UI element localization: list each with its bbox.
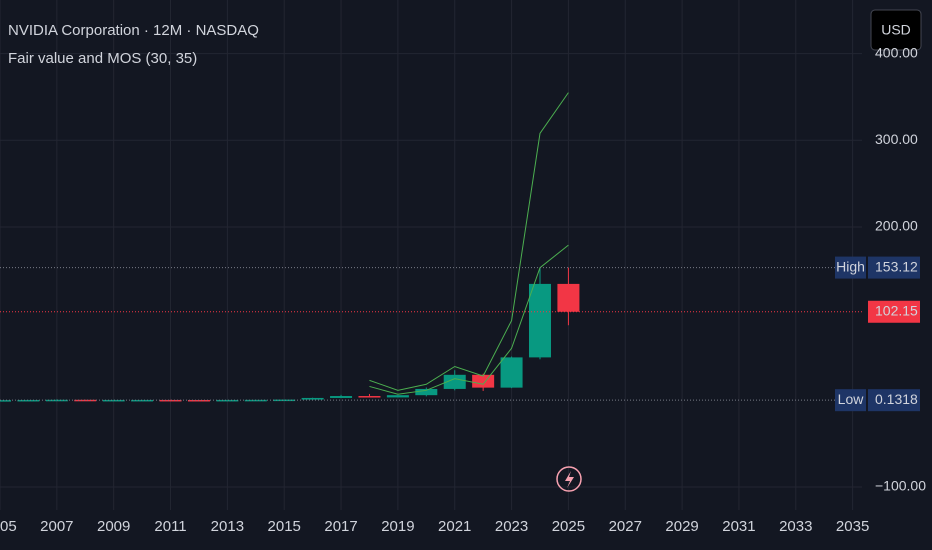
candle-body xyxy=(301,397,324,400)
fair-value-line xyxy=(369,244,569,395)
marker-value-box xyxy=(868,256,920,279)
marker-value-box xyxy=(868,389,920,412)
x-tick-label: 2021 xyxy=(438,518,471,535)
candle-body xyxy=(472,374,495,388)
x-tick-label: 2035 xyxy=(836,518,869,535)
y-tick-label: 300.00 xyxy=(875,131,918,147)
candle-body xyxy=(500,357,523,388)
marker-name: High xyxy=(836,258,865,274)
candle-body xyxy=(216,399,239,402)
candle-body xyxy=(74,399,97,402)
x-tick-label: 2007 xyxy=(40,518,73,535)
candle-body xyxy=(415,388,438,396)
marker-name: Low xyxy=(838,391,865,407)
grid xyxy=(0,0,862,510)
candle-body xyxy=(273,399,296,402)
overlay: High 153.12 Low 0.1318 102.15 xyxy=(0,256,920,412)
y-tick-label: −100.00 xyxy=(875,478,926,494)
x-tick-label: 2009 xyxy=(97,518,130,535)
x-tick-label: 2015 xyxy=(268,518,301,535)
candle-body xyxy=(443,374,466,389)
candle-body xyxy=(386,395,409,398)
x-tick-label: 2031 xyxy=(722,518,755,535)
candle-body xyxy=(17,399,40,402)
currency-button[interactable] xyxy=(870,9,922,51)
candle-body xyxy=(159,399,182,402)
candle-body xyxy=(187,399,210,402)
candle-body xyxy=(557,283,580,312)
x-tick-label: 2033 xyxy=(779,518,812,535)
last-price: 102.15 xyxy=(875,302,918,318)
chart-title: NVIDIA Corporation · 12M · NASDAQ xyxy=(8,22,259,39)
marker-name-box xyxy=(835,389,866,412)
candle-body xyxy=(131,399,154,402)
x-tick-label: 2029 xyxy=(665,518,698,535)
candle-body xyxy=(358,396,381,398)
x-tick-label: 2025 xyxy=(552,518,585,535)
x-tick-label: 2027 xyxy=(609,518,642,535)
y-tick-label: 400.00 xyxy=(875,44,918,60)
candle-body xyxy=(0,400,11,402)
x-tick-label: 2005 xyxy=(0,518,17,535)
fair-value-line xyxy=(369,92,569,391)
candle-body xyxy=(528,283,551,358)
currency-label[interactable]: USD xyxy=(881,22,911,38)
event-icon[interactable] xyxy=(556,466,582,492)
marker-name-box xyxy=(835,256,866,279)
marker-value: 0.1318 xyxy=(875,391,918,407)
candle-body xyxy=(330,396,353,398)
x-tick-label: 2023 xyxy=(495,518,528,535)
x-tick-label: 2013 xyxy=(211,518,244,535)
x-tick-label: 2011 xyxy=(154,518,186,535)
candle-body xyxy=(102,399,125,402)
candle-body xyxy=(45,399,68,402)
last-price-box xyxy=(868,300,920,323)
plot xyxy=(0,92,580,402)
event-icon-bolt xyxy=(565,471,574,488)
x-tick-label: 2019 xyxy=(381,518,414,535)
x-tick-label: 2017 xyxy=(324,518,357,535)
y-tick-label: 200.00 xyxy=(875,218,918,234)
marker-value: 153.12 xyxy=(875,258,918,274)
chart-subtitle: Fair value and MOS (30, 35) xyxy=(8,50,197,67)
